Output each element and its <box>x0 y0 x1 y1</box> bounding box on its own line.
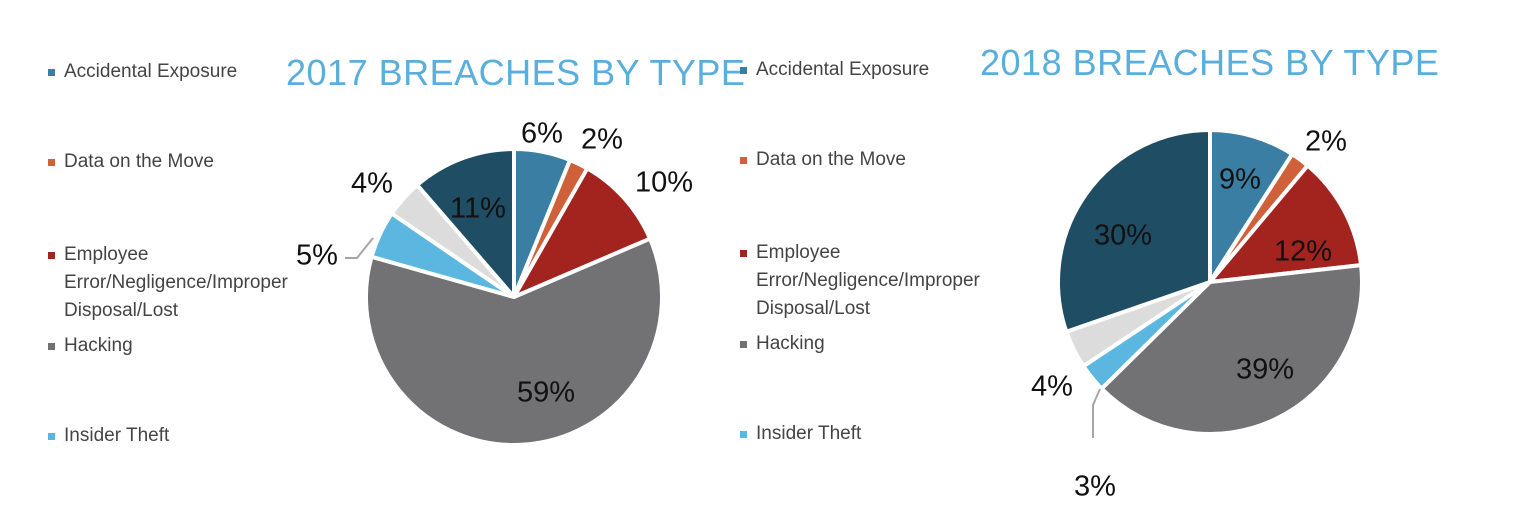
legend-swatch <box>740 431 747 438</box>
chart-2018: Accidental Exposure Data on the Move Emplo… <box>740 0 1522 520</box>
data-label-accidental-exposure: 9% <box>1219 164 1261 196</box>
data-label-insider-theft: 3% <box>1074 471 1116 503</box>
data-label-accidental-exposure: 6% <box>521 118 563 150</box>
data-label-employee-error-negligence-improper-disposal-lost: 10% <box>635 167 693 199</box>
legend-swatch <box>740 67 747 74</box>
legend-swatch <box>740 157 747 164</box>
slice-employee-error-negligence-improper-disposal-lost <box>1208 163 1364 284</box>
legend-label: Insider Theft <box>756 423 862 444</box>
leader-line-insider-theft <box>1092 388 1101 438</box>
legend-swatch <box>48 433 55 440</box>
legend-label: Employee Error/Negligence/Improper Disposa… <box>756 242 980 319</box>
data-label-data-on-the-move: 2% <box>581 124 623 156</box>
data-label-hacking: 39% <box>1236 354 1294 386</box>
legend-label: Data on the Move <box>756 149 906 170</box>
slice-other <box>1056 128 1212 334</box>
slice-other <box>415 147 516 299</box>
legend-label: Employee Error/Negligence/Improper Disposa… <box>64 244 288 321</box>
legend-swatch <box>740 250 747 257</box>
chart-2017: Accidental Exposure Data on the Move Emplo… <box>0 0 745 520</box>
chart-title-2018: 2018 BREACHES BY TYPE <box>980 42 1440 83</box>
legend-label: Hacking <box>756 333 825 354</box>
data-label-employee-error-negligence-improper-disposal-lost: 12% <box>1274 236 1332 268</box>
data-label-insider-theft: 5% <box>296 240 338 272</box>
slice-hacking <box>364 236 664 447</box>
legend-swatch <box>48 69 55 76</box>
legend-label: Insider Theft <box>64 425 170 446</box>
legend-label: Accidental Exposure <box>64 61 238 82</box>
data-label-hacking: 59% <box>517 377 575 409</box>
data-label-data-on-the-move: 2% <box>1305 126 1347 158</box>
data-label-other: 30% <box>1094 220 1152 252</box>
pie-2018: 9% 2% 12% 39% 3% 4% 30% <box>1031 126 1364 503</box>
slice-employee-error-negligence-improper-disposal-lost <box>512 166 653 299</box>
leader-line-insider-theft <box>345 237 374 259</box>
legend-swatch <box>48 159 55 166</box>
legend-swatch <box>48 252 55 259</box>
pie-2017: 6% 2% 10% 59% 5% 4% 11% <box>296 118 693 447</box>
legend-swatch <box>740 341 747 348</box>
data-label-unknown: 4% <box>351 168 393 200</box>
chart-title-2017: 2017 BREACHES BY TYPE <box>286 52 746 93</box>
data-label-unknown: 4% <box>1031 371 1073 403</box>
legend-label: Hacking <box>64 335 133 356</box>
legend-swatch <box>48 343 55 350</box>
legend-label: Data on the Move <box>64 151 214 172</box>
data-label-other: 11% <box>450 193 506 225</box>
slice-hacking <box>1099 263 1364 436</box>
legend-label: Accidental Exposure <box>756 59 930 80</box>
